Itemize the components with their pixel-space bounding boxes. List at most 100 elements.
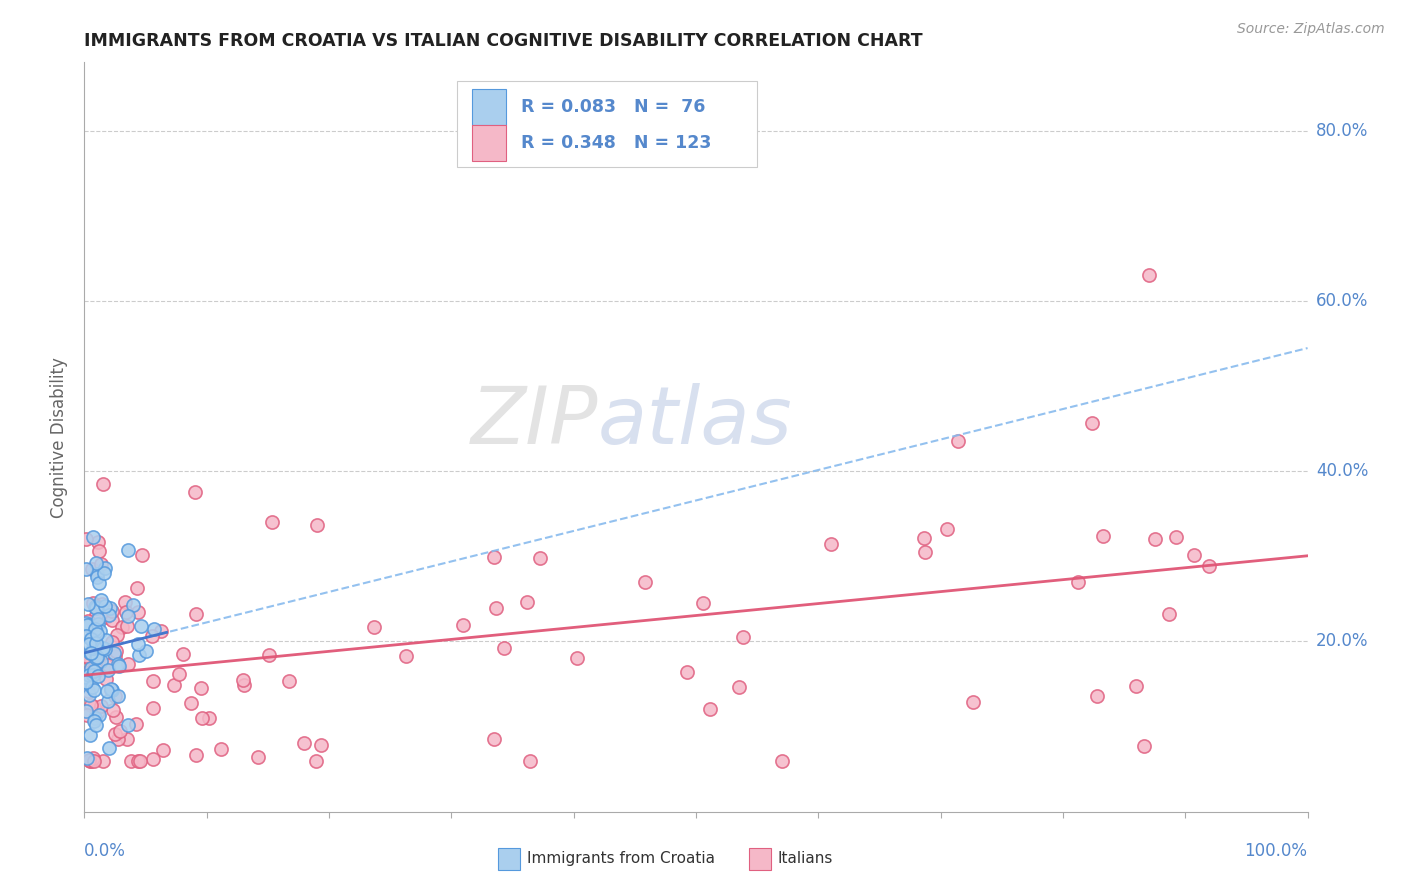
Point <box>190 681 212 695</box>
Point <box>80 654 103 668</box>
Point <box>100 682 122 697</box>
Point <box>90 654 112 668</box>
Point <box>172 647 194 661</box>
Point <box>84 718 107 732</box>
Point <box>79 754 101 768</box>
Point <box>87 544 110 558</box>
Point <box>97 663 120 677</box>
Point <box>84 557 107 571</box>
Point <box>77 597 100 611</box>
Point <box>84 599 107 613</box>
Point <box>125 717 148 731</box>
Point <box>87 576 110 591</box>
Point <box>1157 607 1180 622</box>
Point <box>190 711 212 725</box>
Point <box>89 624 111 638</box>
Point <box>83 639 105 653</box>
FancyBboxPatch shape <box>472 89 506 126</box>
Point <box>233 678 256 692</box>
Point <box>115 605 138 619</box>
Point <box>79 728 101 742</box>
Point <box>76 707 98 722</box>
Point <box>482 732 505 747</box>
Point <box>108 723 131 738</box>
Text: 40.0%: 40.0% <box>1316 462 1368 480</box>
Point <box>82 680 104 694</box>
Point <box>727 680 749 694</box>
Text: Source: ZipAtlas.com: Source: ZipAtlas.com <box>1237 22 1385 37</box>
FancyBboxPatch shape <box>457 81 758 168</box>
Text: Immigrants from Croatia: Immigrants from Croatia <box>527 851 716 865</box>
Point <box>75 674 97 689</box>
Point <box>127 754 149 768</box>
Point <box>105 628 128 642</box>
Point <box>107 657 129 671</box>
Point <box>451 617 474 632</box>
Point <box>94 610 117 624</box>
Point <box>83 683 105 698</box>
Point <box>142 752 165 766</box>
Point <box>83 754 105 768</box>
Point <box>101 703 124 717</box>
Point <box>912 531 935 545</box>
Point <box>128 754 150 768</box>
Point <box>76 684 98 698</box>
Point <box>1164 530 1187 544</box>
Point <box>84 601 107 615</box>
Point <box>96 633 118 648</box>
Point <box>946 434 969 448</box>
Point <box>117 718 139 732</box>
Point <box>529 551 551 566</box>
FancyBboxPatch shape <box>748 847 770 871</box>
Point <box>127 637 149 651</box>
Point <box>84 600 107 615</box>
Point <box>101 604 124 618</box>
Point <box>363 620 385 634</box>
Point <box>184 747 207 762</box>
Point <box>91 641 114 656</box>
Text: 0.0%: 0.0% <box>84 842 127 860</box>
Point <box>120 754 142 768</box>
Point <box>105 644 128 658</box>
Point <box>77 637 100 651</box>
Point <box>87 612 110 626</box>
Point <box>82 641 104 656</box>
Point <box>90 698 112 713</box>
Point <box>77 668 100 682</box>
Point <box>82 562 104 576</box>
Point <box>115 732 138 747</box>
Point <box>1137 268 1160 283</box>
Text: atlas: atlas <box>598 383 793 461</box>
Point <box>80 646 103 660</box>
Point <box>232 673 254 687</box>
Point <box>87 708 110 723</box>
Text: R = 0.348   N = 123: R = 0.348 N = 123 <box>522 134 711 152</box>
Point <box>152 743 174 757</box>
Point <box>770 754 793 768</box>
Point <box>87 535 110 549</box>
Point <box>91 754 114 768</box>
Point <box>75 704 97 718</box>
Point <box>96 673 118 687</box>
Point <box>83 664 105 678</box>
Point <box>82 530 104 544</box>
Point <box>1182 548 1205 562</box>
Point <box>77 689 100 703</box>
Point <box>131 549 153 563</box>
Point <box>128 648 150 662</box>
Point <box>395 648 418 663</box>
Point <box>104 648 127 663</box>
Point <box>90 592 112 607</box>
Point <box>80 698 103 713</box>
Point <box>87 706 110 720</box>
Point <box>309 738 332 752</box>
Point <box>83 714 105 728</box>
Point <box>87 668 110 682</box>
Point <box>1143 532 1166 546</box>
Text: R = 0.083   N =  76: R = 0.083 N = 76 <box>522 98 706 116</box>
Point <box>519 754 541 768</box>
Point <box>75 532 97 546</box>
Point <box>127 605 149 619</box>
Point <box>117 543 139 558</box>
Point <box>143 622 166 636</box>
